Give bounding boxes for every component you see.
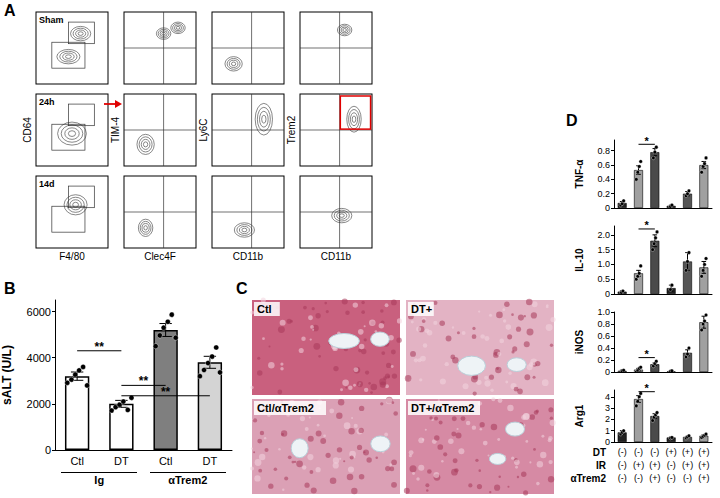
svg-text:Ly6C: Ly6C [198, 119, 209, 142]
svg-text:4000: 4000 [27, 352, 51, 364]
svg-text:sALT (U/L): sALT (U/L) [0, 345, 14, 405]
svg-text:0.8: 0.8 [597, 319, 610, 329]
svg-text:2.0: 2.0 [597, 230, 610, 240]
svg-text:0: 0 [605, 437, 610, 447]
svg-text:1.0: 1.0 [597, 259, 610, 269]
svg-text:CD11b: CD11b [233, 251, 264, 262]
svg-text:4: 4 [605, 392, 610, 402]
svg-text:**: ** [139, 374, 149, 388]
svg-text:IL-10: IL-10 [574, 248, 585, 272]
svg-text:*: * [645, 382, 650, 394]
svg-text:2000: 2000 [27, 398, 51, 410]
svg-text:DT+/αTrem2: DT+/αTrem2 [411, 402, 474, 414]
svg-text:*: * [645, 348, 650, 360]
svg-text:0: 0 [605, 203, 610, 213]
html-text:αTrem2: αTrem2 [168, 474, 208, 486]
svg-text:1: 1 [605, 426, 610, 436]
svg-text:F4/80: F4/80 [59, 251, 85, 262]
svg-text:6000: 6000 [27, 306, 51, 318]
svg-text:0.2: 0.2 [597, 189, 610, 199]
svg-text:iNOS: iNOS [574, 329, 585, 354]
svg-text:0: 0 [605, 289, 610, 299]
svg-text:DT+: DT+ [411, 303, 432, 315]
html-text:Ig: Ig [94, 474, 105, 486]
html-text:B: B [4, 280, 16, 297]
svg-text:Ctl/αTrem2: Ctl/αTrem2 [257, 402, 314, 414]
svg-text:CD64: CD64 [22, 117, 33, 143]
svg-text:DT: DT [203, 455, 218, 467]
svg-text:24h: 24h [39, 97, 55, 107]
html-text:αTrem2: αTrem2 [570, 473, 606, 484]
svg-text:*: * [645, 135, 650, 147]
svg-text:A: A [4, 2, 16, 19]
svg-text:Trem2: Trem2 [286, 115, 297, 144]
svg-text:3: 3 [605, 403, 610, 413]
svg-text:TNF-α: TNF-α [574, 159, 585, 189]
svg-text:**: ** [161, 385, 171, 399]
svg-text:TIM-4: TIM-4 [110, 117, 121, 144]
svg-text:2: 2 [605, 414, 610, 424]
svg-text:0.6: 0.6 [597, 331, 610, 341]
svg-text:DT: DT [114, 455, 129, 467]
svg-text:**: ** [95, 340, 105, 354]
svg-text:*: * [645, 219, 650, 231]
svg-text:0.8: 0.8 [597, 146, 610, 156]
svg-text:0.6: 0.6 [597, 160, 610, 170]
svg-text:1.0: 1.0 [597, 307, 610, 317]
html-text:DT: DT [592, 447, 606, 458]
svg-text:Ctl: Ctl [70, 455, 83, 467]
svg-text:0.2: 0.2 [597, 355, 610, 365]
svg-text:Arg1: Arg1 [574, 404, 585, 427]
svg-text:0.5: 0.5 [597, 274, 610, 284]
svg-text:CD11b: CD11b [321, 251, 352, 262]
html-text:D: D [566, 112, 578, 129]
svg-text:14d: 14d [39, 179, 55, 189]
svg-text:Ctl: Ctl [159, 455, 172, 467]
svg-text:Ctl: Ctl [257, 303, 272, 315]
svg-text:Sham: Sham [39, 15, 64, 25]
svg-text:0.4: 0.4 [597, 174, 610, 184]
svg-text:0: 0 [605, 367, 610, 377]
svg-text:Clec4F: Clec4F [144, 251, 176, 262]
svg-text:C: C [236, 280, 248, 297]
svg-text:0.4: 0.4 [597, 343, 610, 353]
svg-text:1.5: 1.5 [597, 245, 610, 255]
svg-text:0: 0 [45, 444, 51, 456]
html-text:IR: IR [596, 460, 606, 471]
